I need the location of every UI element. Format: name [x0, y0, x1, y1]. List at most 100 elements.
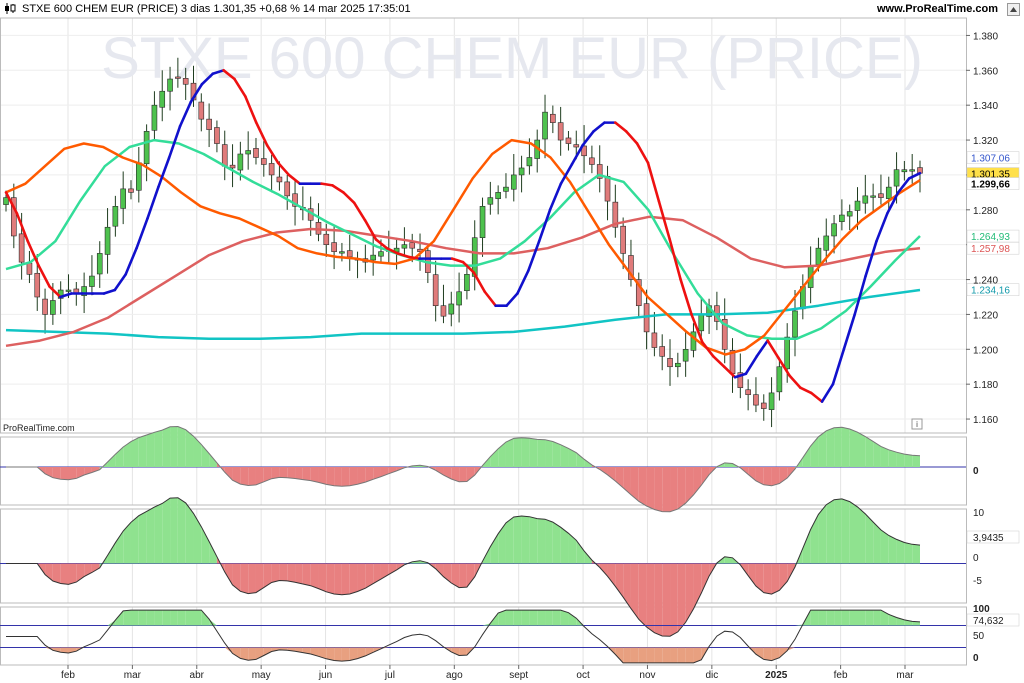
- ma-diff-area: [357, 467, 366, 485]
- momentum-area: [560, 527, 569, 564]
- candle-body: [839, 214, 845, 222]
- month-tick-label: sept: [509, 670, 528, 681]
- ma-diff-area: [52, 467, 61, 480]
- pane2-tick-label: 0: [973, 553, 979, 564]
- ma-fast-segment: [461, 260, 476, 274]
- last-value-labels: 1.307,06 1.301,351.299,66 1.264,931.257,98…: [966, 151, 1020, 297]
- price-tick-label: 1.320: [973, 136, 998, 147]
- month-tick-label: jun: [318, 670, 332, 681]
- ma-mint-line: [5, 138, 921, 341]
- momentum-area: [279, 563, 288, 581]
- candle-body: [495, 192, 501, 199]
- candle-body: [885, 186, 892, 199]
- momentum-area: [834, 498, 842, 564]
- momentum-area: [365, 563, 374, 589]
- candle-body: [448, 303, 455, 315]
- ma-diff-area: [365, 467, 374, 483]
- momentum-area: [638, 563, 647, 628]
- last-value-label: 1.307,06: [971, 154, 1010, 165]
- ma-fast-segment: [233, 77, 247, 98]
- indicator-pane-1: [0, 425, 966, 513]
- candle-body: [565, 137, 572, 144]
- ma-fast-segment: [896, 177, 911, 194]
- momentum-area: [435, 563, 444, 577]
- candle-body: [339, 251, 345, 254]
- ma-diff-area: [763, 467, 772, 486]
- ma-diff-area: [263, 467, 272, 482]
- ma-diff-area: [435, 467, 444, 476]
- candle-body: [721, 319, 728, 350]
- momentum-area: [498, 522, 506, 564]
- info-icon[interactable]: i: [911, 418, 923, 430]
- ma-diff-area: [162, 426, 171, 467]
- candle-body: [690, 331, 697, 351]
- scroll-up-icon[interactable]: [1007, 3, 1020, 16]
- ma-diff-area: [209, 453, 217, 467]
- ma-fast-segment: [396, 252, 410, 259]
- month-tick-label: may: [252, 670, 271, 681]
- ma-diff-area: [466, 467, 475, 482]
- candle-body: [596, 164, 603, 179]
- momentum-area: [138, 511, 147, 564]
- ma-maroon-line: [5, 215, 921, 348]
- candle-body: [221, 144, 228, 167]
- momentum-area: [576, 540, 585, 564]
- ma-fast-segment: [799, 386, 813, 395]
- ma-diff-area: [537, 439, 546, 467]
- last-value-label: 1.257,98: [971, 244, 1010, 255]
- candle-body: [628, 255, 634, 280]
- ma-diff-area: [91, 467, 100, 473]
- price-tick-label: 1.380: [973, 31, 998, 42]
- candle-body: [573, 144, 580, 148]
- momentum-area: [771, 563, 780, 595]
- ma-diff-area: [107, 454, 116, 467]
- ma-fast-segment: [407, 255, 421, 260]
- ma-fast-segment: [26, 239, 40, 267]
- candle-body: [503, 186, 509, 192]
- ma-fast-segment: [711, 354, 726, 369]
- ma-fast-segment: [244, 95, 258, 124]
- month-tick-label: feb: [61, 670, 75, 681]
- momentum-area: [201, 526, 210, 564]
- price-tick-label: 1.180: [973, 380, 998, 391]
- ma-fast-segment: [842, 313, 857, 351]
- ma-fast-segment: [505, 292, 519, 308]
- momentum-area: [466, 563, 475, 588]
- momentum-area: [873, 521, 881, 564]
- momentum-area: [68, 563, 77, 585]
- candle-body: [550, 113, 556, 123]
- ma-fast-segment: [15, 211, 30, 243]
- candle-body: [104, 226, 111, 255]
- candle-body: [464, 274, 470, 292]
- ma-fast-segment: [570, 143, 584, 166]
- momentum-area: [763, 563, 772, 595]
- month-tick-label: dic: [705, 670, 718, 681]
- ma-fast-segment: [385, 246, 400, 255]
- ma-diff-area: [802, 446, 811, 467]
- pane1-zero-label: 0: [973, 466, 979, 477]
- candle-body: [581, 145, 587, 157]
- momentum-area: [623, 563, 631, 609]
- momentum-area: [310, 563, 319, 589]
- momentum-area: [607, 563, 616, 587]
- candle-body: [604, 176, 611, 202]
- price-tick-label: 1.160: [973, 415, 998, 426]
- ma-fast-segment: [320, 182, 334, 187]
- ma-diff-area: [373, 467, 381, 480]
- ma-fast-segment: [113, 273, 127, 292]
- candle-body: [776, 366, 783, 393]
- momentum-area: [341, 563, 350, 595]
- site-label[interactable]: www.ProRealTime.com: [876, 3, 998, 15]
- momentum-area: [599, 563, 608, 577]
- momentum-area: [670, 563, 678, 637]
- candle-body: [198, 101, 205, 120]
- pane-frame-3: [0, 606, 967, 666]
- ma-diff-area: [685, 467, 694, 504]
- ma-diff-area: [271, 467, 280, 479]
- momentum-area: [295, 563, 303, 584]
- ma-fast-segment: [200, 72, 215, 86]
- momentum-area: [60, 563, 69, 585]
- ma-diff-area: [677, 467, 686, 510]
